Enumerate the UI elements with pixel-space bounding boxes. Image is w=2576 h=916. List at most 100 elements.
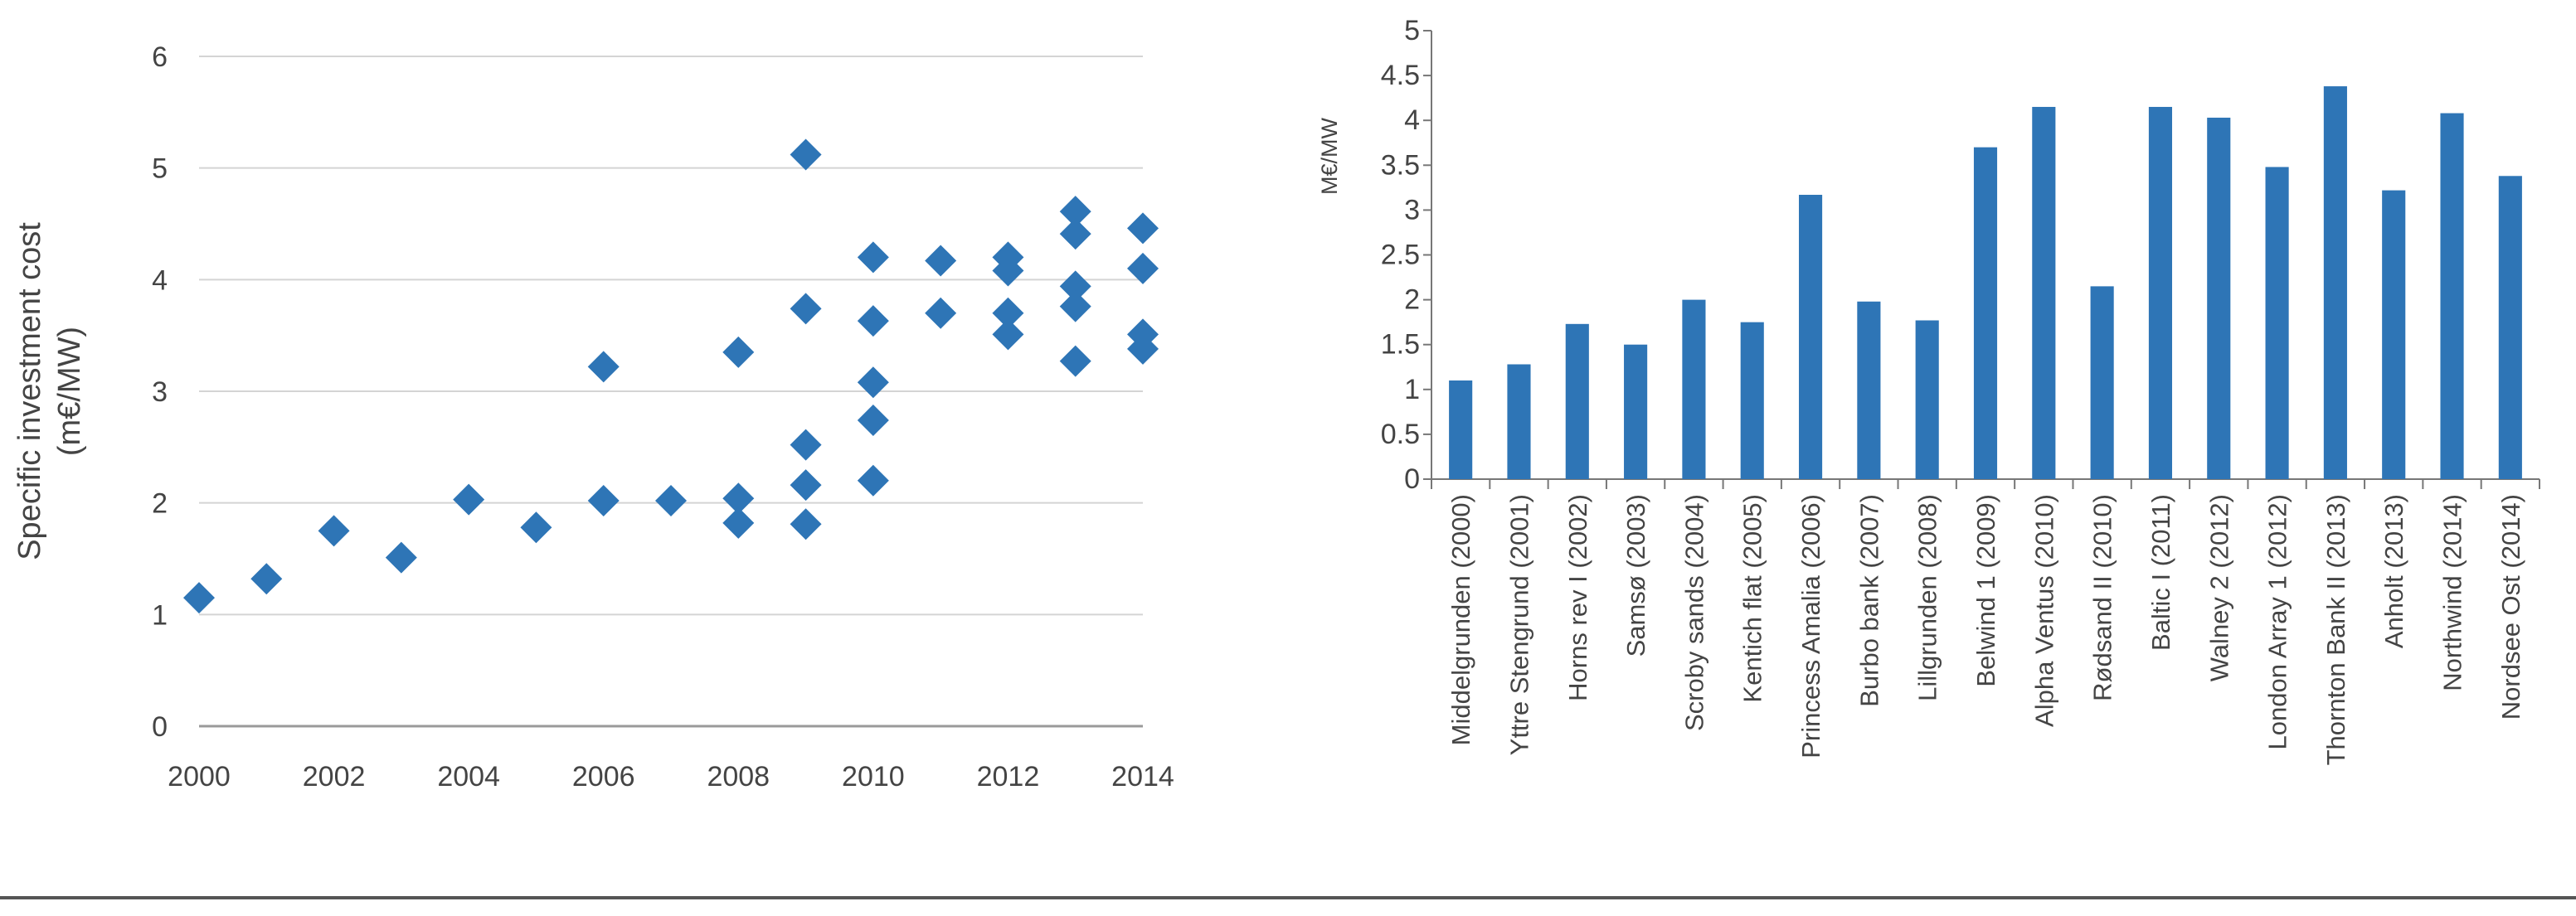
bar-category-label: Belwind 1 (2009) bbox=[1971, 494, 2000, 687]
bar bbox=[1740, 322, 1764, 479]
bar-category-label: Northwind (2014) bbox=[2438, 494, 2467, 691]
bar-y-tick-label: 4 bbox=[1404, 104, 1420, 136]
scatter-y-tick-label: 0 bbox=[152, 711, 168, 743]
scatter-point bbox=[790, 469, 822, 502]
bar-y-tick-label: 1 bbox=[1404, 374, 1420, 405]
scatter-point bbox=[722, 336, 755, 368]
scatter-point bbox=[1059, 290, 1091, 322]
scatter-point bbox=[1127, 332, 1159, 365]
bar-category-label: Rødsand II (2010) bbox=[2088, 494, 2117, 701]
bar bbox=[2265, 167, 2289, 480]
bar bbox=[2032, 106, 2056, 479]
scatter-point bbox=[857, 305, 889, 337]
scatter-point bbox=[587, 484, 620, 516]
scatter-point bbox=[183, 582, 215, 614]
bar-category-label: Scroby sands (2004) bbox=[1679, 494, 1708, 731]
bar-y-axis-label: M€/MW bbox=[1317, 117, 1342, 195]
scatter-y-tick-label: 4 bbox=[152, 264, 168, 296]
scatter-y-tick-label: 6 bbox=[152, 41, 168, 73]
scatter-y-axis-label: Specific investment cost (m€/MW) bbox=[12, 222, 87, 560]
scatter-x-tick-label: 2004 bbox=[437, 761, 500, 792]
bar-y-tick-label: 3.5 bbox=[1381, 149, 1420, 181]
bar-category-label: London Array 1 (2012) bbox=[2263, 494, 2292, 750]
bar bbox=[1798, 195, 1823, 480]
scatter-point bbox=[385, 541, 417, 574]
scatter-point bbox=[857, 405, 889, 437]
bar-category-label: Nordsee Ost (2014) bbox=[2496, 494, 2525, 720]
bar-y-tick-label: 1.5 bbox=[1381, 329, 1420, 361]
bar bbox=[2498, 176, 2522, 479]
scatter-y-tick-label: 1 bbox=[152, 599, 168, 631]
bar bbox=[1857, 301, 1881, 479]
scatter-point bbox=[790, 138, 822, 171]
scatter-point bbox=[1059, 270, 1091, 303]
bar bbox=[1915, 320, 1939, 479]
scatter-x-tick-label: 2008 bbox=[707, 761, 770, 792]
scatter-x-tick-label: 2000 bbox=[168, 761, 231, 792]
bar bbox=[1973, 147, 1998, 479]
scatter-point bbox=[1059, 218, 1091, 250]
scatter-x-tick-label: 2012 bbox=[977, 761, 1040, 792]
scatter-point bbox=[655, 484, 687, 516]
scatter-point bbox=[857, 241, 889, 274]
bar-category-label: Middelgrunden (2000) bbox=[1446, 494, 1475, 745]
bar-category-label: Walney 2 (2012) bbox=[2204, 494, 2233, 681]
bar-y-tick-label: 0.5 bbox=[1381, 419, 1420, 450]
scatter-point bbox=[790, 293, 822, 325]
scatter-point bbox=[857, 464, 889, 497]
scatter-y-tick-label: 3 bbox=[152, 376, 168, 408]
scatter-point bbox=[992, 254, 1024, 287]
bar-category-label: Burbo bank (2007) bbox=[1854, 494, 1883, 707]
scatter-y-axis-label-line: Specific investment cost bbox=[12, 222, 47, 560]
scatter-x-tick-label: 2010 bbox=[842, 761, 905, 792]
bar bbox=[1682, 299, 1706, 479]
scatter-point bbox=[453, 483, 485, 516]
bar bbox=[2382, 190, 2406, 479]
scatter-point bbox=[722, 482, 755, 515]
bar-y-tick-label: 4.5 bbox=[1381, 60, 1420, 91]
bar bbox=[2090, 286, 2114, 479]
bar-category-label: Alpha Ventus (2010) bbox=[2029, 494, 2058, 727]
bar-y-tick-label: 2 bbox=[1404, 284, 1420, 316]
scatter-point bbox=[318, 515, 350, 547]
scatter-y-tick-label: 5 bbox=[152, 153, 168, 185]
scatter-point bbox=[857, 366, 889, 399]
bar bbox=[1449, 380, 1473, 479]
scatter-x-tick-label: 2002 bbox=[303, 761, 366, 792]
bar-category-label: Princess Amalia (2006) bbox=[1796, 494, 1825, 758]
bar bbox=[1565, 323, 1589, 479]
bar-y-tick-label: 3 bbox=[1404, 194, 1420, 225]
scatter-point bbox=[1127, 252, 1159, 284]
bar-y-tick-label: 0 bbox=[1404, 463, 1420, 495]
bar bbox=[1507, 364, 1531, 479]
bar bbox=[2323, 86, 2347, 480]
bar-category-label: Thornton Bank II (2013) bbox=[2321, 494, 2350, 765]
bar-chart: 0 0.5 1 1.5 2 2.5 3 3.5 4 4.5 5 M€/MW Middelgrunden … bbox=[1317, 15, 2540, 765]
scatter-point bbox=[925, 297, 957, 329]
scatter-y-tick-label: 2 bbox=[152, 488, 168, 520]
scatter-point bbox=[790, 508, 822, 540]
scatter-point bbox=[790, 429, 822, 461]
scatter-point bbox=[587, 351, 620, 383]
scatter-point bbox=[925, 245, 957, 277]
scatter-y-axis-label-line: (m€/MW) bbox=[52, 327, 87, 456]
bar bbox=[2148, 106, 2173, 479]
bar-category-label: Lillgrunden (2008) bbox=[1913, 494, 1942, 701]
scatter-point bbox=[1127, 212, 1159, 245]
scatter-point bbox=[520, 511, 552, 544]
scatter-point bbox=[992, 318, 1024, 351]
bar bbox=[2440, 113, 2464, 479]
scatter-point bbox=[722, 506, 755, 539]
scatter-point bbox=[1059, 196, 1091, 228]
scatter-x-tick-label: 2006 bbox=[572, 761, 635, 792]
bar-category-label: Kentich flat (2005) bbox=[1738, 494, 1767, 703]
bar bbox=[1624, 344, 1648, 479]
bar-category-label: Baltic I (2011) bbox=[2146, 494, 2175, 651]
scatter-chart: 0 1 2 3 4 5 6 2000 2002 2004 2006 2008 2010 2012 2014 S… bbox=[12, 41, 1174, 792]
scatter-x-tick-label: 2014 bbox=[1111, 761, 1174, 792]
bar-y-tick-label: 5 bbox=[1404, 15, 1420, 46]
bar-category-label: Horns rev I (2002) bbox=[1563, 494, 1592, 701]
bar bbox=[2207, 117, 2231, 480]
scatter-point bbox=[250, 563, 283, 595]
